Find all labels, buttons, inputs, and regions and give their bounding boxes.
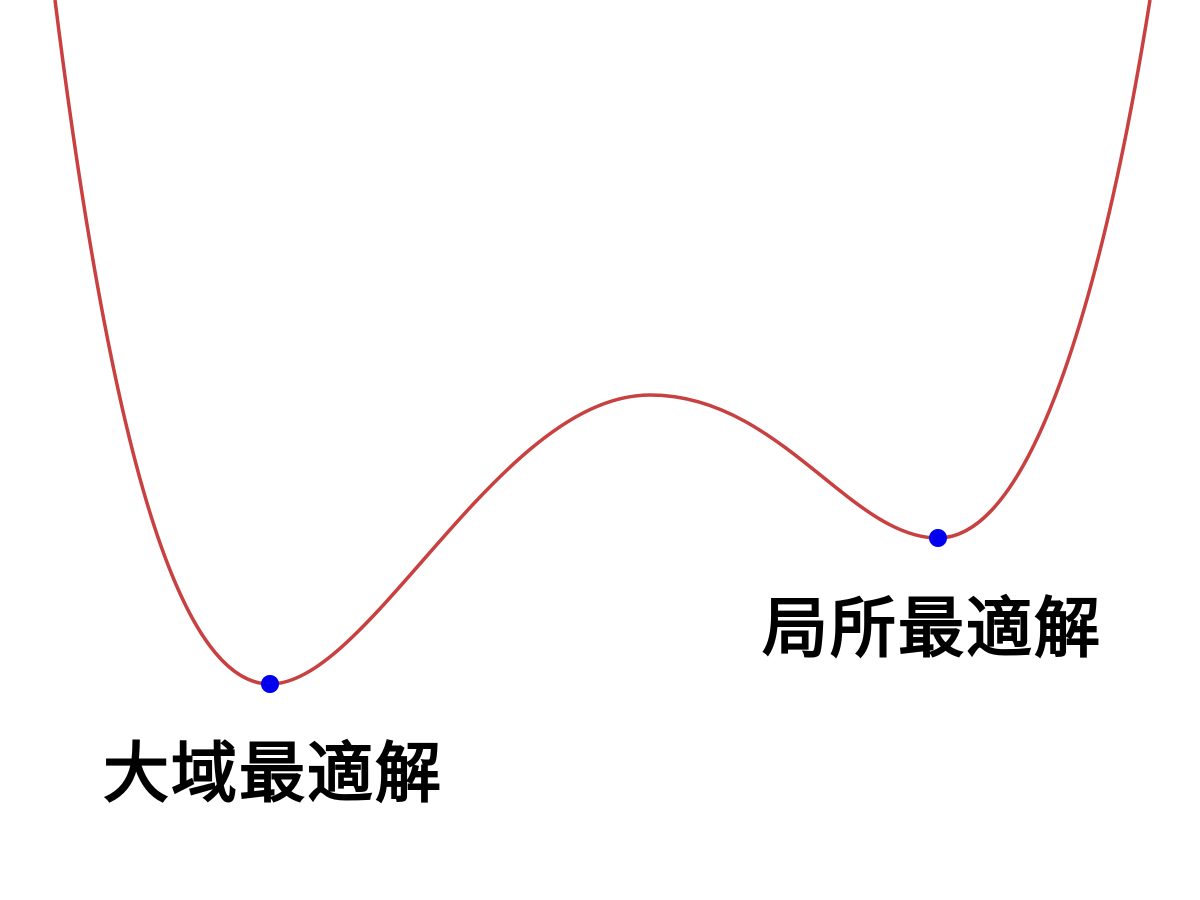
local-minimum-point [929, 529, 947, 547]
global-minimum-point [261, 675, 279, 693]
global-minimum-label: 大域最適解 [103, 735, 443, 812]
local-minimum-label: 局所最適解 [762, 590, 1102, 667]
objective-curve [53, 0, 1152, 686]
